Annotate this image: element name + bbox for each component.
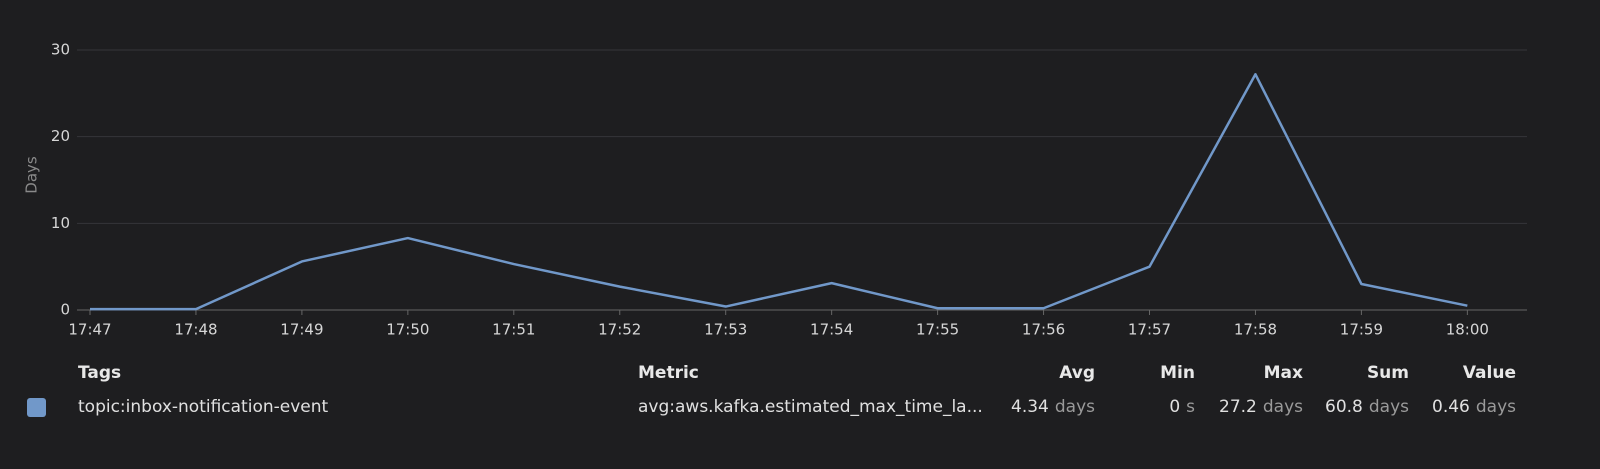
x-tick-label: 17:48 [174, 321, 217, 339]
stat-value: 27.2 [1219, 397, 1257, 417]
column-header: Avg [1059, 363, 1095, 383]
stat-value: 60.8 [1325, 397, 1363, 417]
stat-unit: days [1054, 397, 1095, 417]
stat-value: 0 [1169, 397, 1181, 417]
column-header: Tags [78, 363, 122, 383]
x-tick-label: 17:50 [386, 321, 429, 339]
y-axis-label: Days [23, 156, 41, 194]
column-header: Max [1263, 363, 1303, 383]
column-header: Min [1160, 363, 1195, 383]
legend-stat: 60.8 days [1325, 397, 1409, 417]
column-header: Metric [638, 363, 699, 383]
column-header: Value [1462, 363, 1516, 383]
legend-swatch[interactable] [27, 398, 46, 417]
x-tick-label: 17:56 [1022, 321, 1065, 339]
stat-unit: s [1186, 397, 1195, 417]
x-tick-label: 17:49 [280, 321, 323, 339]
y-tick-label: 10 [51, 214, 70, 232]
x-tick-label: 17:58 [1234, 321, 1277, 339]
x-tick-label: 17:53 [704, 321, 747, 339]
data-line [90, 73, 1468, 311]
y-tick-label: 0 [60, 301, 70, 319]
legend-stat: 0.46 days [1432, 397, 1516, 417]
stat-value: 0.46 [1432, 397, 1470, 417]
chart: Days 0 10 20 30 17:47 17:48 17:49 17:50 17:51 17:… [23, 41, 1527, 339]
column-header: Sum [1366, 363, 1409, 383]
legend-tag: topic:inbox-notification-event [78, 397, 329, 417]
x-tick-label: 17:47 [68, 321, 111, 339]
x-tick-label: 17:52 [598, 321, 641, 339]
x-tick-label: 17:59 [1340, 321, 1383, 339]
y-tick-label: 30 [51, 41, 70, 59]
x-tick-label: 17:51 [492, 321, 535, 339]
x-tick-label: 17:57 [1128, 321, 1171, 339]
y-tick-label: 20 [51, 127, 70, 145]
stat-value: 4.34 [1011, 397, 1049, 417]
legend-stat: 4.34 days [1011, 397, 1095, 417]
legend-metric: avg:aws.kafka.estimated_max_time_la... [638, 397, 983, 417]
x-tick-label: 17:55 [916, 321, 959, 339]
stat-unit: days [1262, 397, 1303, 417]
stat-unit: days [1475, 397, 1516, 417]
x-tick-label: 18:00 [1446, 321, 1489, 339]
x-tick-label: 17:54 [810, 321, 853, 339]
stat-unit: days [1368, 397, 1409, 417]
legend-stat: 27.2 days [1219, 397, 1303, 417]
